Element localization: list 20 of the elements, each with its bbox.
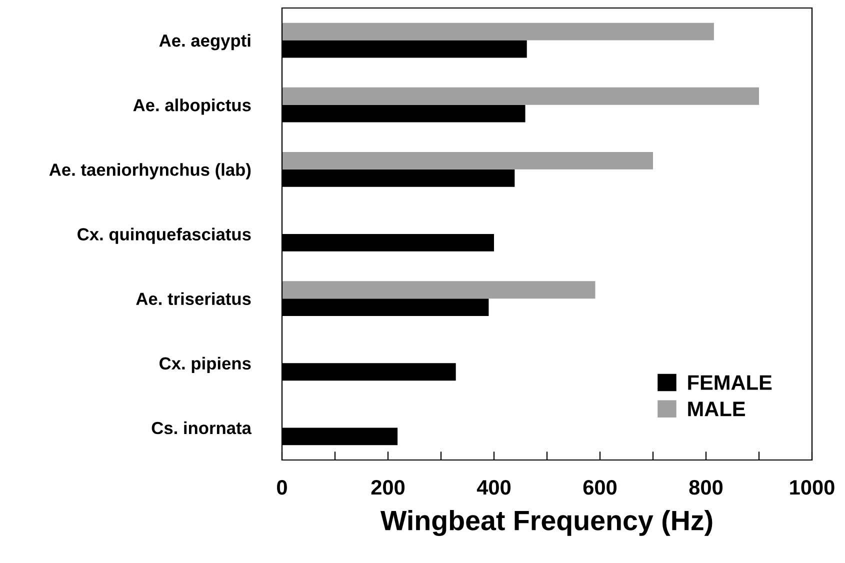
bar (282, 22, 714, 40)
y-tick-label: Cx. quinquefasciatus (78, 228, 251, 244)
bar (282, 281, 596, 299)
y-tick-label: Ae. aegypti (159, 34, 250, 50)
bar (282, 152, 653, 170)
bar (282, 87, 759, 105)
y-tick-label: Ae. taeniorhynchus (lab) (49, 163, 251, 180)
x-axis-title: Wingbeat Frequency (Hz) (380, 510, 712, 536)
y-tick-label: Cx. pipiens (160, 356, 251, 374)
y-tick-label: Cs. inornata (152, 421, 252, 434)
x-tick-label: 1000 (790, 480, 834, 495)
x-tick-label: 400 (476, 480, 511, 495)
x-tick-label: 600 (583, 480, 617, 495)
legend-label: MALE (688, 402, 745, 416)
x-tick-label: 800 (689, 480, 723, 495)
x-tick-label: 0 (277, 480, 287, 495)
x-tick-label: 200 (371, 480, 405, 495)
y-tick-label: Ae. albopictus (133, 98, 251, 115)
legend-label: FEMALE (688, 375, 772, 390)
y-tick-label: Ae. triseriatus (136, 292, 251, 306)
